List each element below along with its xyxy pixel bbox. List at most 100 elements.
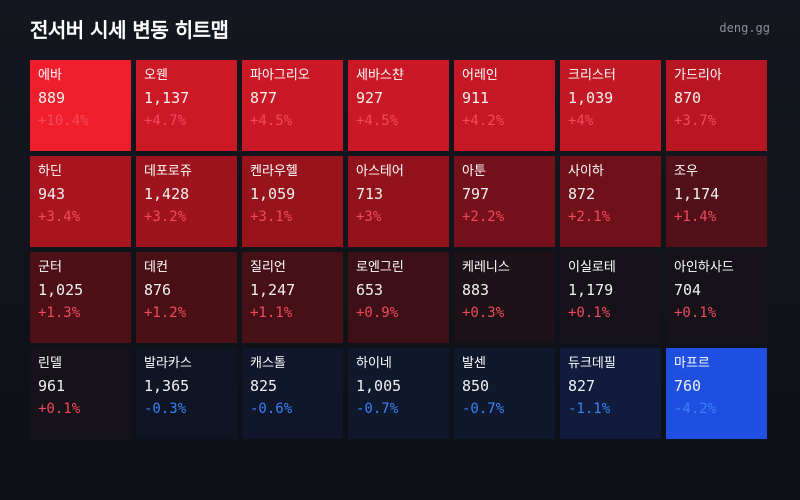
server-tile[interactable]: 캐스톨 825 -0.6% bbox=[242, 348, 343, 439]
server-name: 아스테어 bbox=[356, 164, 404, 179]
server-name: 어레인 bbox=[462, 68, 498, 83]
server-name: 데포로쥬 bbox=[144, 164, 192, 179]
server-name: 데컨 bbox=[144, 260, 168, 275]
server-price: 1,428 bbox=[144, 185, 190, 203]
server-name: 오웬 bbox=[144, 68, 168, 83]
server-price: 1,365 bbox=[144, 377, 190, 395]
price-change: +1.3% bbox=[38, 305, 81, 321]
server-price: 760 bbox=[674, 377, 702, 395]
price-change: +4.2% bbox=[462, 113, 505, 129]
server-name: 듀크데필 bbox=[568, 356, 616, 371]
server-name: 발센 bbox=[462, 356, 486, 371]
server-name: 마프르 bbox=[674, 356, 710, 371]
server-name: 사이하 bbox=[568, 164, 604, 179]
price-change: +3.2% bbox=[144, 209, 187, 225]
price-change: +1.2% bbox=[144, 305, 187, 321]
server-tile[interactable]: 아인하사드 704 +0.1% bbox=[666, 252, 767, 343]
server-tile[interactable]: 하딘 943 +3.4% bbox=[30, 156, 131, 247]
server-tile[interactable]: 오웬 1,137 +4.7% bbox=[136, 60, 237, 151]
server-tile[interactable]: 발센 850 -0.7% bbox=[454, 348, 555, 439]
server-name: 케레니스 bbox=[462, 260, 510, 275]
server-name: 크리스터 bbox=[568, 68, 616, 83]
price-change: +0.1% bbox=[568, 305, 611, 321]
server-tile[interactable]: 세바스챤 927 +4.5% bbox=[348, 60, 449, 151]
server-tile[interactable]: 아스테어 713 +3% bbox=[348, 156, 449, 247]
server-price: 877 bbox=[250, 89, 278, 107]
price-change: +0.3% bbox=[462, 305, 505, 321]
server-price: 870 bbox=[674, 89, 702, 107]
server-tile[interactable]: 린델 961 +0.1% bbox=[30, 348, 131, 439]
price-change: -0.3% bbox=[144, 401, 187, 417]
price-change: +0.9% bbox=[356, 305, 399, 321]
server-tile[interactable]: 에바 889 +10.4% bbox=[30, 60, 131, 151]
price-change: -0.7% bbox=[356, 401, 399, 417]
server-price: 797 bbox=[462, 185, 490, 203]
server-price: 927 bbox=[356, 89, 384, 107]
server-name: 세바스챤 bbox=[356, 68, 404, 83]
server-tile[interactable]: 이실로테 1,179 +0.1% bbox=[560, 252, 661, 343]
heatmap-grid: 에바 889 +10.4% 오웬 1,137 +4.7% 파아그리오 877 +4.5% 세바스챤… bbox=[30, 60, 768, 439]
server-price: 704 bbox=[674, 281, 702, 299]
server-price: 825 bbox=[250, 377, 278, 395]
server-price: 1,137 bbox=[144, 89, 190, 107]
price-change: +3.4% bbox=[38, 209, 81, 225]
server-tile[interactable]: 발라카스 1,365 -0.3% bbox=[136, 348, 237, 439]
server-name: 질리언 bbox=[250, 260, 286, 275]
server-tile[interactable]: 데컨 876 +1.2% bbox=[136, 252, 237, 343]
server-price: 876 bbox=[144, 281, 172, 299]
server-tile[interactable]: 질리언 1,247 +1.1% bbox=[242, 252, 343, 343]
server-tile[interactable]: 케레니스 883 +0.3% bbox=[454, 252, 555, 343]
price-change: +4% bbox=[568, 113, 594, 129]
server-price: 1,179 bbox=[568, 281, 614, 299]
price-change: +10.4% bbox=[38, 113, 89, 129]
price-change: +0.1% bbox=[38, 401, 81, 417]
server-tile[interactable]: 데포로쥬 1,428 +3.2% bbox=[136, 156, 237, 247]
server-name: 에바 bbox=[38, 68, 62, 83]
server-price: 872 bbox=[568, 185, 596, 203]
server-name: 아인하사드 bbox=[674, 260, 734, 275]
price-change: +4.5% bbox=[356, 113, 399, 129]
server-name: 파아그리오 bbox=[250, 68, 310, 83]
server-tile[interactable]: 로엔그린 653 +0.9% bbox=[348, 252, 449, 343]
server-price: 1,025 bbox=[38, 281, 84, 299]
header: 전서버 시세 변동 히트맵 deng.gg bbox=[30, 12, 770, 44]
server-tile[interactable]: 군터 1,025 +1.3% bbox=[30, 252, 131, 343]
server-name: 군터 bbox=[38, 260, 62, 275]
server-name: 린델 bbox=[38, 356, 62, 371]
server-price: 961 bbox=[38, 377, 66, 395]
price-change: -0.7% bbox=[462, 401, 505, 417]
server-tile[interactable]: 가드리아 870 +3.7% bbox=[666, 60, 767, 151]
server-name: 조우 bbox=[674, 164, 698, 179]
server-tile[interactable]: 켄라우헬 1,059 +3.1% bbox=[242, 156, 343, 247]
server-price: 889 bbox=[38, 89, 66, 107]
price-change: -1.1% bbox=[568, 401, 611, 417]
server-price: 1,174 bbox=[674, 185, 720, 203]
price-change: +4.5% bbox=[250, 113, 293, 129]
server-price: 943 bbox=[38, 185, 66, 203]
server-name: 발라카스 bbox=[144, 356, 192, 371]
server-tile[interactable]: 파아그리오 877 +4.5% bbox=[242, 60, 343, 151]
price-change: +3% bbox=[356, 209, 382, 225]
server-name: 로엔그린 bbox=[356, 260, 404, 275]
server-tile[interactable]: 마프르 760 -4.2% bbox=[666, 348, 767, 439]
price-change: -0.6% bbox=[250, 401, 293, 417]
server-tile[interactable]: 사이하 872 +2.1% bbox=[560, 156, 661, 247]
price-change: +3.7% bbox=[674, 113, 717, 129]
server-tile[interactable]: 조우 1,174 +1.4% bbox=[666, 156, 767, 247]
server-price: 827 bbox=[568, 377, 596, 395]
brand-label: deng.gg bbox=[719, 21, 770, 35]
server-price: 1,039 bbox=[568, 89, 614, 107]
server-tile[interactable]: 하이네 1,005 -0.7% bbox=[348, 348, 449, 439]
server-price: 1,005 bbox=[356, 377, 402, 395]
server-name: 이실로테 bbox=[568, 260, 616, 275]
server-name: 가드리아 bbox=[674, 68, 722, 83]
server-name: 아툰 bbox=[462, 164, 486, 179]
page-title: 전서버 시세 변동 히트맵 bbox=[30, 17, 229, 42]
server-tile[interactable]: 아툰 797 +2.2% bbox=[454, 156, 555, 247]
server-tile[interactable]: 어레인 911 +4.2% bbox=[454, 60, 555, 151]
server-name: 하딘 bbox=[38, 164, 62, 179]
server-name: 캐스톨 bbox=[250, 356, 286, 371]
server-tile[interactable]: 듀크데필 827 -1.1% bbox=[560, 348, 661, 439]
server-tile[interactable]: 크리스터 1,039 +4% bbox=[560, 60, 661, 151]
server-name: 하이네 bbox=[356, 356, 392, 371]
